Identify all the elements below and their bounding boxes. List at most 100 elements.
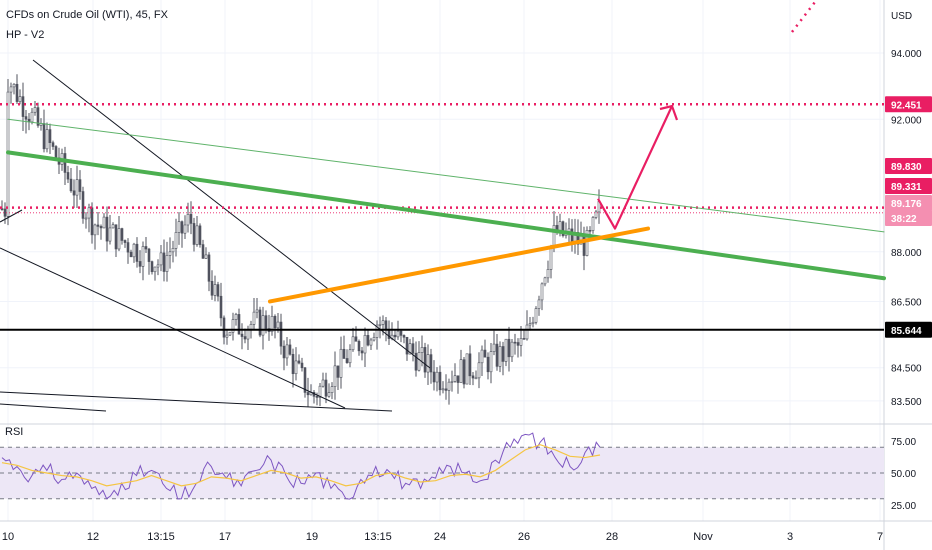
price-axis[interactable]: 94.000 92.000 88.000 86.500 84.500 83.500 92.4…: [885, 49, 932, 408]
price-tick: 92.000: [891, 115, 922, 126]
price-label-bg: [885, 96, 932, 113]
candle-body: [306, 392, 310, 396]
candle-body: [207, 254, 211, 282]
candle-body: [297, 360, 301, 364]
candle-body: [150, 261, 154, 273]
candle-body: [255, 309, 259, 313]
candle-body: [291, 354, 295, 375]
candle-body: [135, 243, 139, 262]
candle-body: [282, 345, 286, 359]
candle-body: [531, 321, 535, 324]
candle-body: [204, 254, 208, 259]
candle-body: [132, 243, 136, 258]
candle-body: [219, 295, 223, 319]
candle-body: [12, 83, 16, 88]
candle-body: [465, 353, 469, 385]
candle-body: [321, 379, 325, 387]
candle-body: [300, 362, 304, 369]
candle-body: [9, 86, 13, 93]
candle-body: [141, 246, 145, 267]
time-tick: 13:15: [147, 531, 175, 543]
candle-body: [264, 315, 268, 329]
candle-body: [93, 224, 97, 236]
candle-body: [477, 362, 481, 379]
candle-body: [441, 388, 445, 391]
base-line-1: [0, 391, 393, 412]
candle-body: [186, 214, 190, 226]
candle-body: [549, 245, 553, 270]
candle-body: [144, 246, 148, 250]
candle-body: [99, 226, 103, 229]
price-label-bg: [885, 158, 932, 174]
candle-body: [102, 216, 106, 229]
candle-body: [432, 371, 436, 383]
rsi-tick: 75.00: [891, 437, 916, 448]
candle-body: [408, 343, 412, 355]
candle-body: [342, 348, 346, 359]
time-tick: 3: [787, 531, 793, 543]
price-tick: 88.000: [891, 248, 922, 259]
candle-body: [303, 367, 307, 393]
time-tick: 17: [219, 531, 231, 543]
candle-body: [189, 214, 193, 224]
price-label-bg: [885, 195, 932, 211]
time-tick: 19: [306, 531, 318, 543]
candle-body: [507, 338, 511, 358]
candle-body: [525, 324, 529, 340]
candle-body: [285, 344, 289, 359]
base-line-2: [0, 403, 107, 412]
price-label: 38:22: [891, 214, 917, 225]
time-tick: 7: [877, 531, 883, 543]
candle-body: [45, 129, 49, 150]
candle-body: [360, 350, 364, 354]
candle-body: [483, 349, 487, 358]
rsi-pane: 75.00 50.00 25.00: [0, 432, 916, 512]
candle-body: [354, 336, 358, 342]
candle-body: [243, 336, 247, 340]
candle-body: [429, 354, 433, 373]
candle-body: [480, 349, 484, 364]
candle-body: [333, 365, 337, 387]
candle-body: [336, 365, 340, 378]
candle-body: [348, 349, 352, 364]
candle-body: [51, 142, 55, 147]
candle-body: [459, 359, 463, 383]
candle-body: [534, 308, 538, 323]
candle-body: [147, 248, 151, 262]
candle-body: [402, 335, 406, 338]
rsi-label: RSI: [5, 426, 23, 438]
candle-body: [504, 338, 508, 362]
candle-body: [384, 320, 388, 330]
candle-body: [195, 225, 199, 245]
rsi-tick: 25.00: [891, 501, 916, 512]
candle-body: [234, 314, 238, 320]
candle-body: [126, 242, 130, 253]
candle-body: [591, 217, 595, 231]
candle-body: [72, 190, 76, 196]
candle-body: [171, 248, 175, 253]
candle-body: [396, 330, 400, 338]
candle-body: [471, 375, 475, 379]
candle-body: [123, 240, 127, 243]
candle-body: [261, 315, 265, 336]
candle-body: [447, 381, 451, 391]
candle-body: [510, 341, 514, 358]
candle-body: [24, 116, 28, 120]
candle-body: [276, 321, 280, 329]
chart-title: CFDs on Crude Oil (WTI), 45, FX: [6, 9, 168, 21]
candle-body: [405, 336, 409, 355]
candle-body: [438, 371, 442, 391]
time-axis[interactable]: 10 12 13:15 17 19 13:15 24 26 28 Nov 3 7: [2, 531, 883, 543]
drawings: [0, 1, 886, 412]
candle-body: [48, 129, 52, 143]
candle-body: [96, 224, 100, 227]
candle-body: [18, 96, 22, 102]
time-tick: 13:15: [364, 531, 392, 543]
price-label: 89.331: [891, 182, 922, 193]
price-tick: 86.500: [891, 297, 922, 308]
candle-body: [225, 334, 229, 338]
candle-body: [468, 353, 472, 377]
rsi-line: [1, 432, 601, 500]
candle-body: [378, 324, 382, 326]
